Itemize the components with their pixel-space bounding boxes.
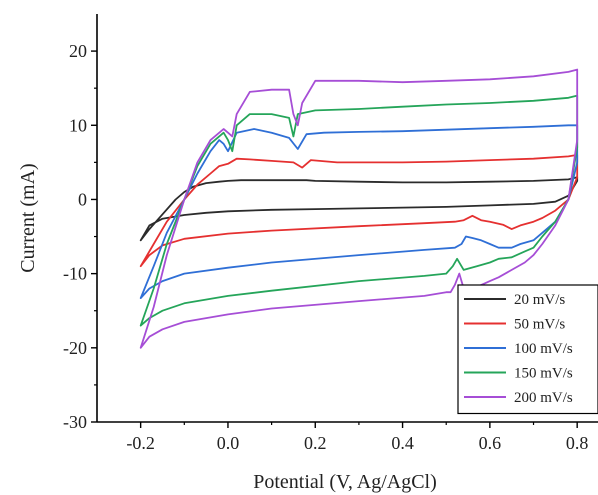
legend-label: 50 mV/s: [514, 317, 565, 333]
y-tick-label: 10: [69, 115, 87, 135]
legend-box: [457, 284, 598, 415]
legend-label: 150 mV/s: [514, 366, 573, 382]
legend: 20 mV/s 50 mV/s 100 mV/s 150 mV/s 200 mV/s: [457, 284, 598, 415]
x-tick-label: 0.8: [566, 433, 589, 453]
y-tick-label: 20: [69, 41, 87, 61]
x-axis-title: Potential (V, Ag/AgCl): [253, 471, 437, 493]
y-tick-label: -30: [63, 412, 87, 432]
legend-label: 200 mV/s: [514, 390, 573, 406]
y-tick-label: 0: [78, 189, 87, 209]
x-tick-label: 0.6: [479, 433, 502, 453]
series-layer: [139, 68, 579, 349]
legend-label: 20 mV/s: [514, 292, 565, 308]
axes-layer: [96, 14, 598, 423]
y-tick-label: -10: [63, 264, 87, 284]
legend-label: 100 mV/s: [514, 341, 573, 357]
x-tick-label: 0.2: [304, 433, 327, 453]
x-tick-label: -0.2: [126, 433, 155, 453]
y-axis-title: Current (mA): [17, 163, 39, 272]
cv-curve-5: [139, 68, 579, 349]
cv-curve-1: [139, 176, 579, 242]
x-tick-label: 0.4: [391, 433, 414, 453]
x-tick-label: 0.0: [217, 433, 240, 453]
y-tick-label: -20: [63, 338, 87, 358]
ticks-layer: -0.2 0.0 0.2 0.4 0.6 0.8 -30 -20 -10 0 10 20: [63, 41, 588, 453]
cv-curve-2: [139, 154, 579, 268]
